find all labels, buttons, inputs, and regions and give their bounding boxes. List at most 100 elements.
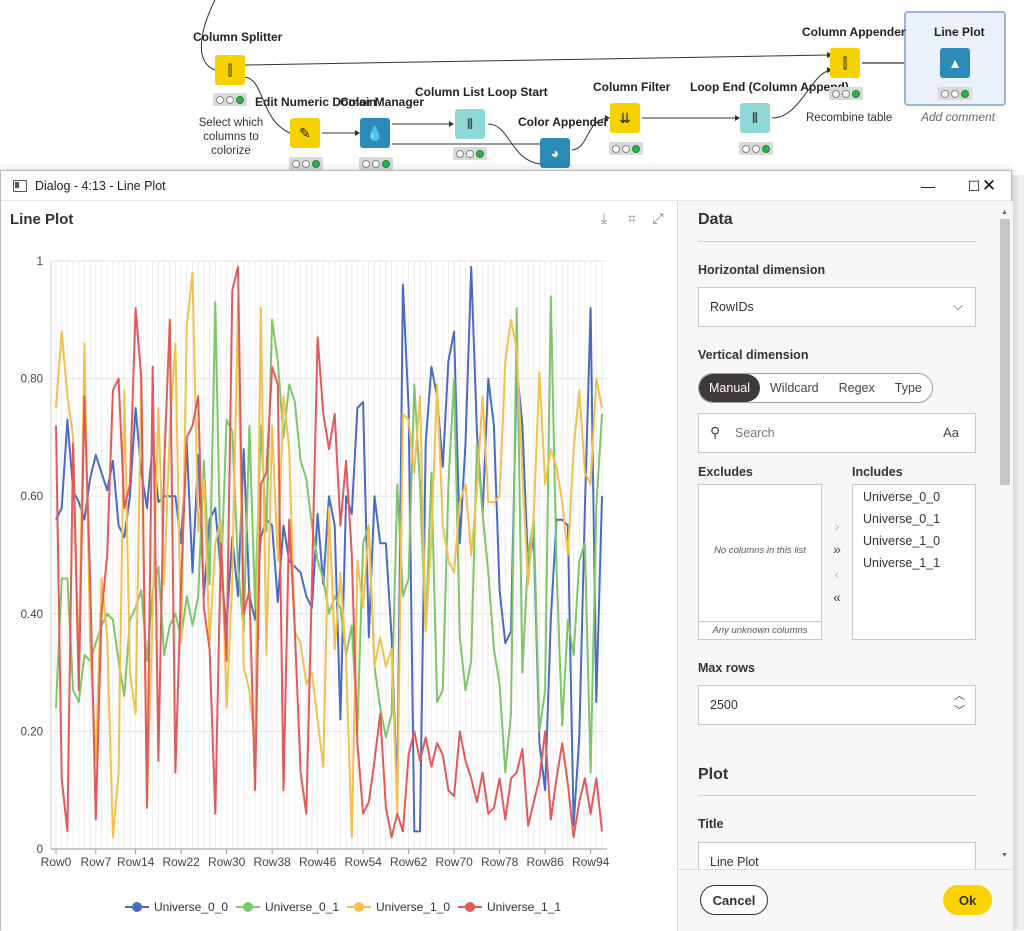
x-tick-label: Row14	[117, 855, 155, 869]
color-manager-node[interactable]: 💧	[360, 118, 390, 148]
dialog-title: Dialog - 4:13 - Line Plot	[35, 178, 166, 193]
y-tick-label: 1	[37, 256, 43, 268]
legend-label: Universe_0_1	[265, 900, 339, 914]
data-section-heading: Data	[698, 211, 733, 228]
series-line-universe-0-1	[55, 295, 603, 774]
edit-numeric-domain-node[interactable]: ✎	[290, 118, 320, 148]
comment-colorize-text: Select which columns to colorize	[198, 117, 264, 157]
node-label-loop-end: Loop End (Column Append)	[690, 80, 849, 94]
case-sensitive-toggle[interactable]: Aa	[943, 425, 959, 440]
excludes-label: Excludes	[698, 465, 753, 479]
includes-list: Universe_0_0 Universe_0_1 Universe_1_0 U…	[852, 484, 976, 640]
scroll-down-icon[interactable]: ▼	[1001, 852, 1008, 859]
mode-manual[interactable]: Manual	[699, 374, 760, 402]
scroll-up-icon[interactable]: ▲	[1001, 209, 1008, 216]
x-tick-label: Row86	[526, 855, 564, 869]
column-splitter-node[interactable]: ⫿	[215, 55, 245, 85]
minimize-button[interactable]: —	[921, 178, 935, 194]
settings-panel: Data Horizontal dimension RowIDs ⌵ Verti…	[677, 201, 1013, 869]
x-tick-label: Row78	[481, 855, 519, 869]
scrollbar-thumb[interactable]	[1000, 219, 1010, 485]
excludes-list[interactable]: No columns in this list Any unknown colu…	[698, 484, 822, 640]
plot-title: Line Plot	[10, 211, 74, 228]
line-plot-dialog: Dialog - 4:13 - Line Plot — ☐ ✕ Line Plo…	[0, 170, 1013, 931]
legend-swatch-marker	[465, 902, 475, 912]
legend-swatch-marker	[354, 902, 364, 912]
x-tick-label: Row94	[572, 855, 610, 869]
crop-icon[interactable]: ⌗	[628, 210, 636, 226]
title-input[interactable]: Line Plot	[698, 842, 976, 869]
title-label: Title	[698, 817, 724, 831]
line-plot-node[interactable]: ▲	[940, 48, 970, 78]
section-divider	[698, 241, 976, 242]
y-tick-label: 0.60	[21, 491, 43, 503]
move-left-icon[interactable]: ‹	[834, 566, 840, 582]
move-right-icon[interactable]: ›	[834, 518, 840, 534]
palette-icon: ◕	[550, 145, 560, 161]
cancel-button[interactable]: Cancel	[700, 885, 768, 915]
dialog-titlebar: Dialog - 4:13 - Line Plot — ☐ ✕	[1, 171, 1011, 201]
legend-label: Universe_1_0	[376, 900, 450, 914]
include-item[interactable]: Universe_0_0	[863, 490, 941, 504]
workflow-canvas: Column Splitter ⫿ Edit Numeric Domain ✎ …	[0, 0, 1024, 175]
column-split-icon: ⫿	[227, 61, 233, 78]
section-divider	[698, 795, 976, 796]
droplet-icon: 💧	[366, 124, 384, 141]
add-comment-link[interactable]: Add comment	[921, 110, 996, 124]
series-line-universe-0-0	[55, 265, 603, 833]
comment-colorize: Select which columns to colorize	[183, 116, 279, 158]
unknown-columns-item[interactable]: Any unknown columns	[699, 621, 821, 639]
settings-scrollbar[interactable]: ▲ ▼	[999, 209, 1011, 859]
filter-icon: ⇊	[619, 109, 631, 126]
node-label-color-manager: Color Manager	[340, 95, 425, 109]
canvas-edge	[1012, 175, 1024, 930]
ok-button[interactable]: Ok	[943, 885, 992, 915]
mode-type[interactable]: Type	[894, 381, 922, 395]
x-tick-label: Row30	[208, 855, 246, 869]
column-list-loop-start-node[interactable]: ⦀	[455, 109, 485, 139]
node-status	[938, 87, 972, 100]
include-item[interactable]: Universe_1_1	[863, 556, 941, 570]
node-status	[359, 157, 393, 170]
comment-recombine: Recombine table	[806, 112, 893, 124]
node-status	[289, 157, 323, 170]
horizontal-dimension-select[interactable]: RowIDs ⌵	[698, 287, 976, 327]
close-button[interactable]: ✕	[981, 176, 997, 195]
mode-wildcard[interactable]: Wildcard	[770, 381, 819, 395]
excludes-empty-text: No columns in this list	[714, 545, 806, 556]
search-placeholder: Search	[735, 426, 775, 440]
mode-regex[interactable]: Regex	[838, 381, 875, 395]
move-all-right-icon[interactable]: »	[833, 541, 841, 557]
max-rows-label: Max rows	[698, 661, 755, 675]
edit-domain-icon: ✎	[299, 124, 311, 141]
search-icon: ⚲	[710, 424, 721, 440]
maximize-button[interactable]: ☐	[967, 177, 981, 194]
include-item[interactable]: Universe_0_1	[863, 512, 941, 526]
download-icon[interactable]: ⤓	[600, 210, 608, 226]
loop-start-icon: ⦀	[466, 115, 474, 132]
move-all-left-icon[interactable]: «	[833, 589, 841, 605]
node-status	[739, 142, 773, 155]
column-appender-node[interactable]: ⫿	[830, 48, 860, 78]
column-search-input[interactable]: ⚲ Search Aa	[698, 413, 976, 453]
window-icon	[13, 179, 27, 192]
include-item[interactable]: Universe_1_0	[863, 534, 941, 548]
color-appender-node[interactable]: ◕	[540, 138, 570, 168]
append-icon: ⫿	[842, 54, 848, 71]
reset-zoom-icon[interactable]: ⤢	[652, 210, 664, 226]
x-tick-label: Row0	[41, 855, 72, 869]
node-status	[213, 93, 247, 106]
max-rows-input[interactable]: 2500 ︿ ﹀	[698, 685, 976, 725]
chevron-down-icon: ⌵	[953, 298, 963, 313]
loop-end-node[interactable]: ⦀	[740, 103, 770, 133]
series-line-universe-1-1	[55, 265, 603, 839]
node-status	[453, 147, 487, 160]
node-label-line-plot: Line Plot	[934, 25, 985, 39]
stepper-icon[interactable]: ︿ ﹀	[954, 690, 965, 717]
node-status	[829, 87, 863, 100]
dialog-footer: Cancel Ok	[677, 869, 1013, 931]
line-chart-icon: ▲	[948, 55, 962, 71]
x-tick-label: Row70	[435, 855, 473, 869]
column-filter-node[interactable]: ⇊	[610, 103, 640, 133]
legend-label: Universe_0_0	[154, 900, 228, 914]
